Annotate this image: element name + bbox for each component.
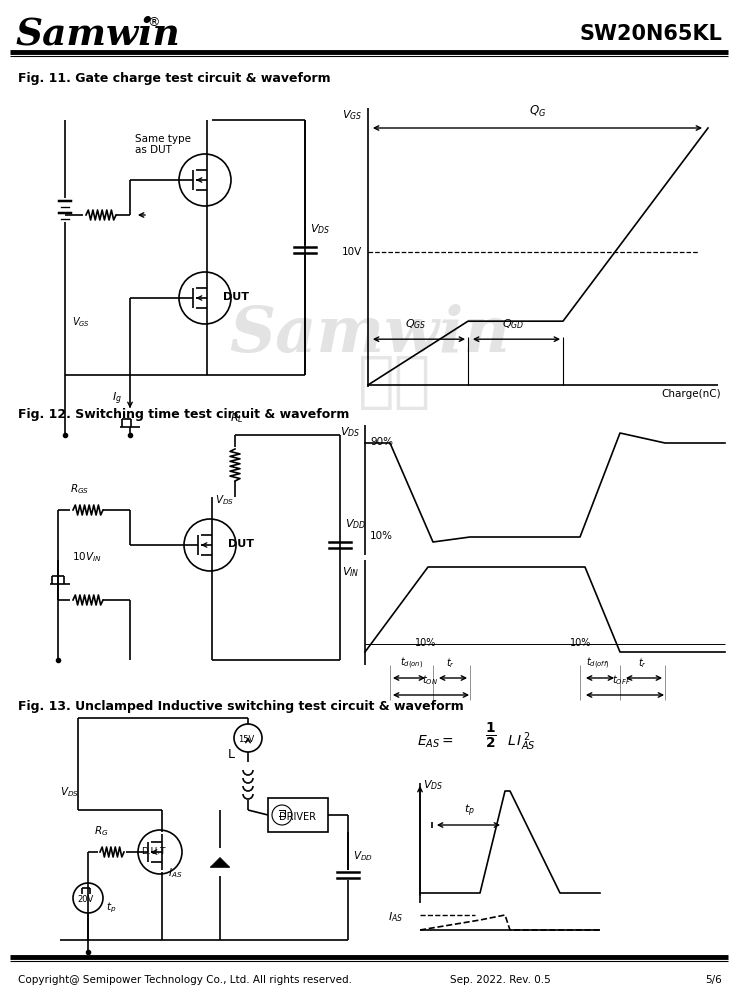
- Text: $\mathbf{\frac{1}{2}}$: $\mathbf{\frac{1}{2}}$: [485, 721, 497, 751]
- Text: $R_L$: $R_L$: [230, 411, 244, 425]
- Text: $V_{GS}$: $V_{GS}$: [72, 315, 90, 329]
- Text: DUT: DUT: [228, 539, 254, 549]
- Text: 20V: 20V: [78, 895, 94, 904]
- Polygon shape: [211, 857, 229, 866]
- Text: $V_{DD}$: $V_{DD}$: [345, 517, 366, 531]
- Text: 10V: 10V: [342, 247, 362, 257]
- Text: $V_{DS}$: $V_{DS}$: [423, 778, 444, 792]
- Text: 10%: 10%: [415, 638, 436, 648]
- Text: Charge(nC): Charge(nC): [661, 389, 721, 399]
- Text: $R_G$: $R_G$: [94, 824, 108, 838]
- Text: $V_{IN}$: $V_{IN}$: [342, 565, 360, 579]
- Text: $I_{AS}$: $I_{AS}$: [168, 866, 182, 880]
- Text: $Q_G$: $Q_G$: [529, 104, 546, 119]
- Text: $Q_{GD}$: $Q_{GD}$: [502, 317, 524, 331]
- Text: $E_{AS}=$: $E_{AS}=$: [416, 734, 453, 750]
- Text: $V_{DS}$: $V_{DS}$: [339, 425, 360, 439]
- Text: $t_r$: $t_r$: [638, 656, 646, 670]
- Bar: [268, 798, 328, 832]
- Text: 10%: 10%: [570, 638, 591, 648]
- Text: $V_{DS}$: $V_{DS}$: [215, 493, 234, 507]
- Text: 15V: 15V: [238, 735, 254, 744]
- Text: $V_{DS}$: $V_{DS}$: [60, 785, 79, 799]
- Text: $t_{d(on)}$: $t_{d(on)}$: [399, 656, 423, 671]
- Text: L: L: [228, 748, 235, 761]
- Text: $10V_{IN}$: $10V_{IN}$: [72, 550, 102, 564]
- Text: Samwin: Samwin: [16, 15, 181, 52]
- Text: $t_{d(off)}$: $t_{d(off)}$: [586, 656, 610, 671]
- Text: $t_{OFF}$: $t_{OFF}$: [613, 673, 632, 687]
- Text: $V_{DD}$: $V_{DD}$: [353, 849, 373, 863]
- Text: Samwin: Samwin: [230, 304, 511, 366]
- Text: Sep. 2022. Rev. 0.5: Sep. 2022. Rev. 0.5: [449, 975, 551, 985]
- Text: $V_{DS}$: $V_{DS}$: [310, 222, 331, 236]
- Text: Copyright@ Semipower Technology Co., Ltd. All rights reserved.: Copyright@ Semipower Technology Co., Ltd…: [18, 975, 352, 985]
- Text: Fig. 11. Gate charge test circuit & waveform: Fig. 11. Gate charge test circuit & wave…: [18, 72, 331, 85]
- Text: DRIVER: DRIVER: [280, 812, 317, 822]
- Text: D.U.T: D.U.T: [141, 847, 165, 856]
- Text: as DUT: as DUT: [135, 145, 172, 155]
- Text: 10%: 10%: [370, 531, 393, 541]
- Text: $Q_{GS}$: $Q_{GS}$: [405, 317, 427, 331]
- Text: $V_{GS}$: $V_{GS}$: [342, 108, 362, 122]
- Text: Fig. 13. Unclamped Inductive switching test circuit & waveform: Fig. 13. Unclamped Inductive switching t…: [18, 700, 463, 713]
- Text: $L\,I_{AS}^{\,2}$: $L\,I_{AS}^{\,2}$: [507, 730, 536, 753]
- Text: Same type: Same type: [135, 134, 191, 144]
- Text: ®: ®: [147, 16, 159, 29]
- Text: Fig. 12. Switching time test circuit & waveform: Fig. 12. Switching time test circuit & w…: [18, 408, 349, 421]
- Text: SW20N65KL: SW20N65KL: [579, 24, 722, 44]
- Text: $t_p$: $t_p$: [464, 802, 475, 819]
- Text: $t_r$: $t_r$: [446, 656, 455, 670]
- Text: 协诚: 协诚: [359, 353, 432, 412]
- Text: $R_{GS}$: $R_{GS}$: [70, 482, 89, 496]
- Text: $I_{AS}$: $I_{AS}$: [388, 910, 403, 924]
- Text: 5/6: 5/6: [706, 975, 722, 985]
- Text: $t_{ON}$: $t_{ON}$: [422, 673, 438, 687]
- Text: 90%: 90%: [370, 437, 393, 447]
- Text: $I_g$: $I_g$: [112, 390, 122, 407]
- Text: $t_p$: $t_p$: [106, 900, 117, 915]
- Text: DUT: DUT: [223, 292, 249, 302]
